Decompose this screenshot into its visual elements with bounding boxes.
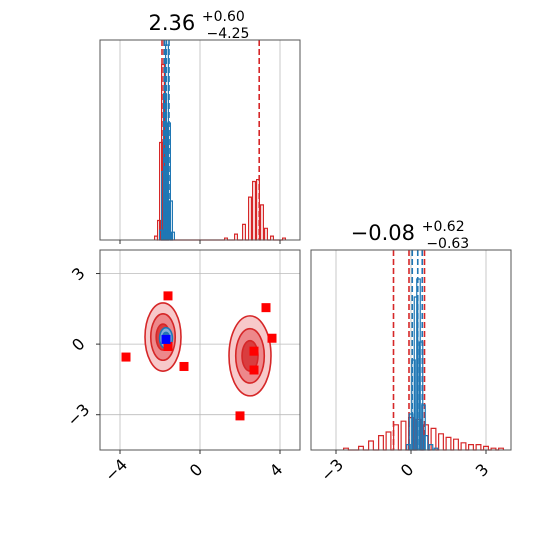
top-title-value: 2.36 xyxy=(148,11,195,35)
top-title-lower: −4.25 xyxy=(207,26,250,42)
red-marker-0 xyxy=(121,352,131,362)
right-title-upper: +0.62 xyxy=(422,219,465,235)
x-tick-label-1: 0 xyxy=(397,460,418,481)
x-tick-label-1: 0 xyxy=(186,460,207,481)
hist-series-0 xyxy=(154,63,286,241)
bottom-left-scatter-panel: −4 0 4 −3 0 3 xyxy=(63,249,301,485)
x-tick-label-2: 4 xyxy=(266,460,287,481)
right-title-value: −0.08 xyxy=(351,221,415,245)
red-marker-7 xyxy=(249,365,259,375)
red-marker-6 xyxy=(249,346,259,356)
top-left-histogram-panel xyxy=(99,39,301,244)
y-tick-label-1: 0 xyxy=(68,334,89,355)
x-tick-label-0: −3 xyxy=(317,455,347,485)
x-tick-label-2: 3 xyxy=(472,460,493,481)
hist-series-0 xyxy=(343,417,504,451)
blue-marker-0 xyxy=(161,334,171,344)
red-marker-2 xyxy=(179,361,189,371)
red-marker-5 xyxy=(267,333,277,343)
red-marker-3 xyxy=(163,341,173,351)
red-marker-1 xyxy=(163,291,173,301)
red-marker-4 xyxy=(261,303,271,313)
right-histogram-title: −0.08 +0.62 −0.63 xyxy=(351,212,472,252)
red-marker-8 xyxy=(235,411,245,421)
y-tick-label-2: 3 xyxy=(68,264,89,285)
top-histogram-title: 2.36 +0.60 −4.25 xyxy=(148,2,251,42)
bottom-right-histogram-panel: −3 0 3 xyxy=(310,249,512,485)
y-tick-label-0: −3 xyxy=(63,400,93,430)
top-title-upper: +0.60 xyxy=(202,9,245,25)
right-title-lower: −0.63 xyxy=(426,236,469,252)
x-tick-label-0: −4 xyxy=(101,455,131,485)
